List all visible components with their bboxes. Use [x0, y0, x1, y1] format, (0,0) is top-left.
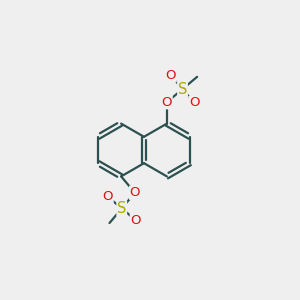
Text: O: O: [166, 69, 176, 82]
Text: S: S: [117, 201, 126, 216]
Text: S: S: [178, 82, 187, 97]
Text: O: O: [103, 190, 113, 203]
Text: O: O: [162, 96, 172, 109]
Text: O: O: [189, 97, 200, 110]
Text: O: O: [130, 186, 140, 199]
Text: O: O: [130, 214, 141, 226]
